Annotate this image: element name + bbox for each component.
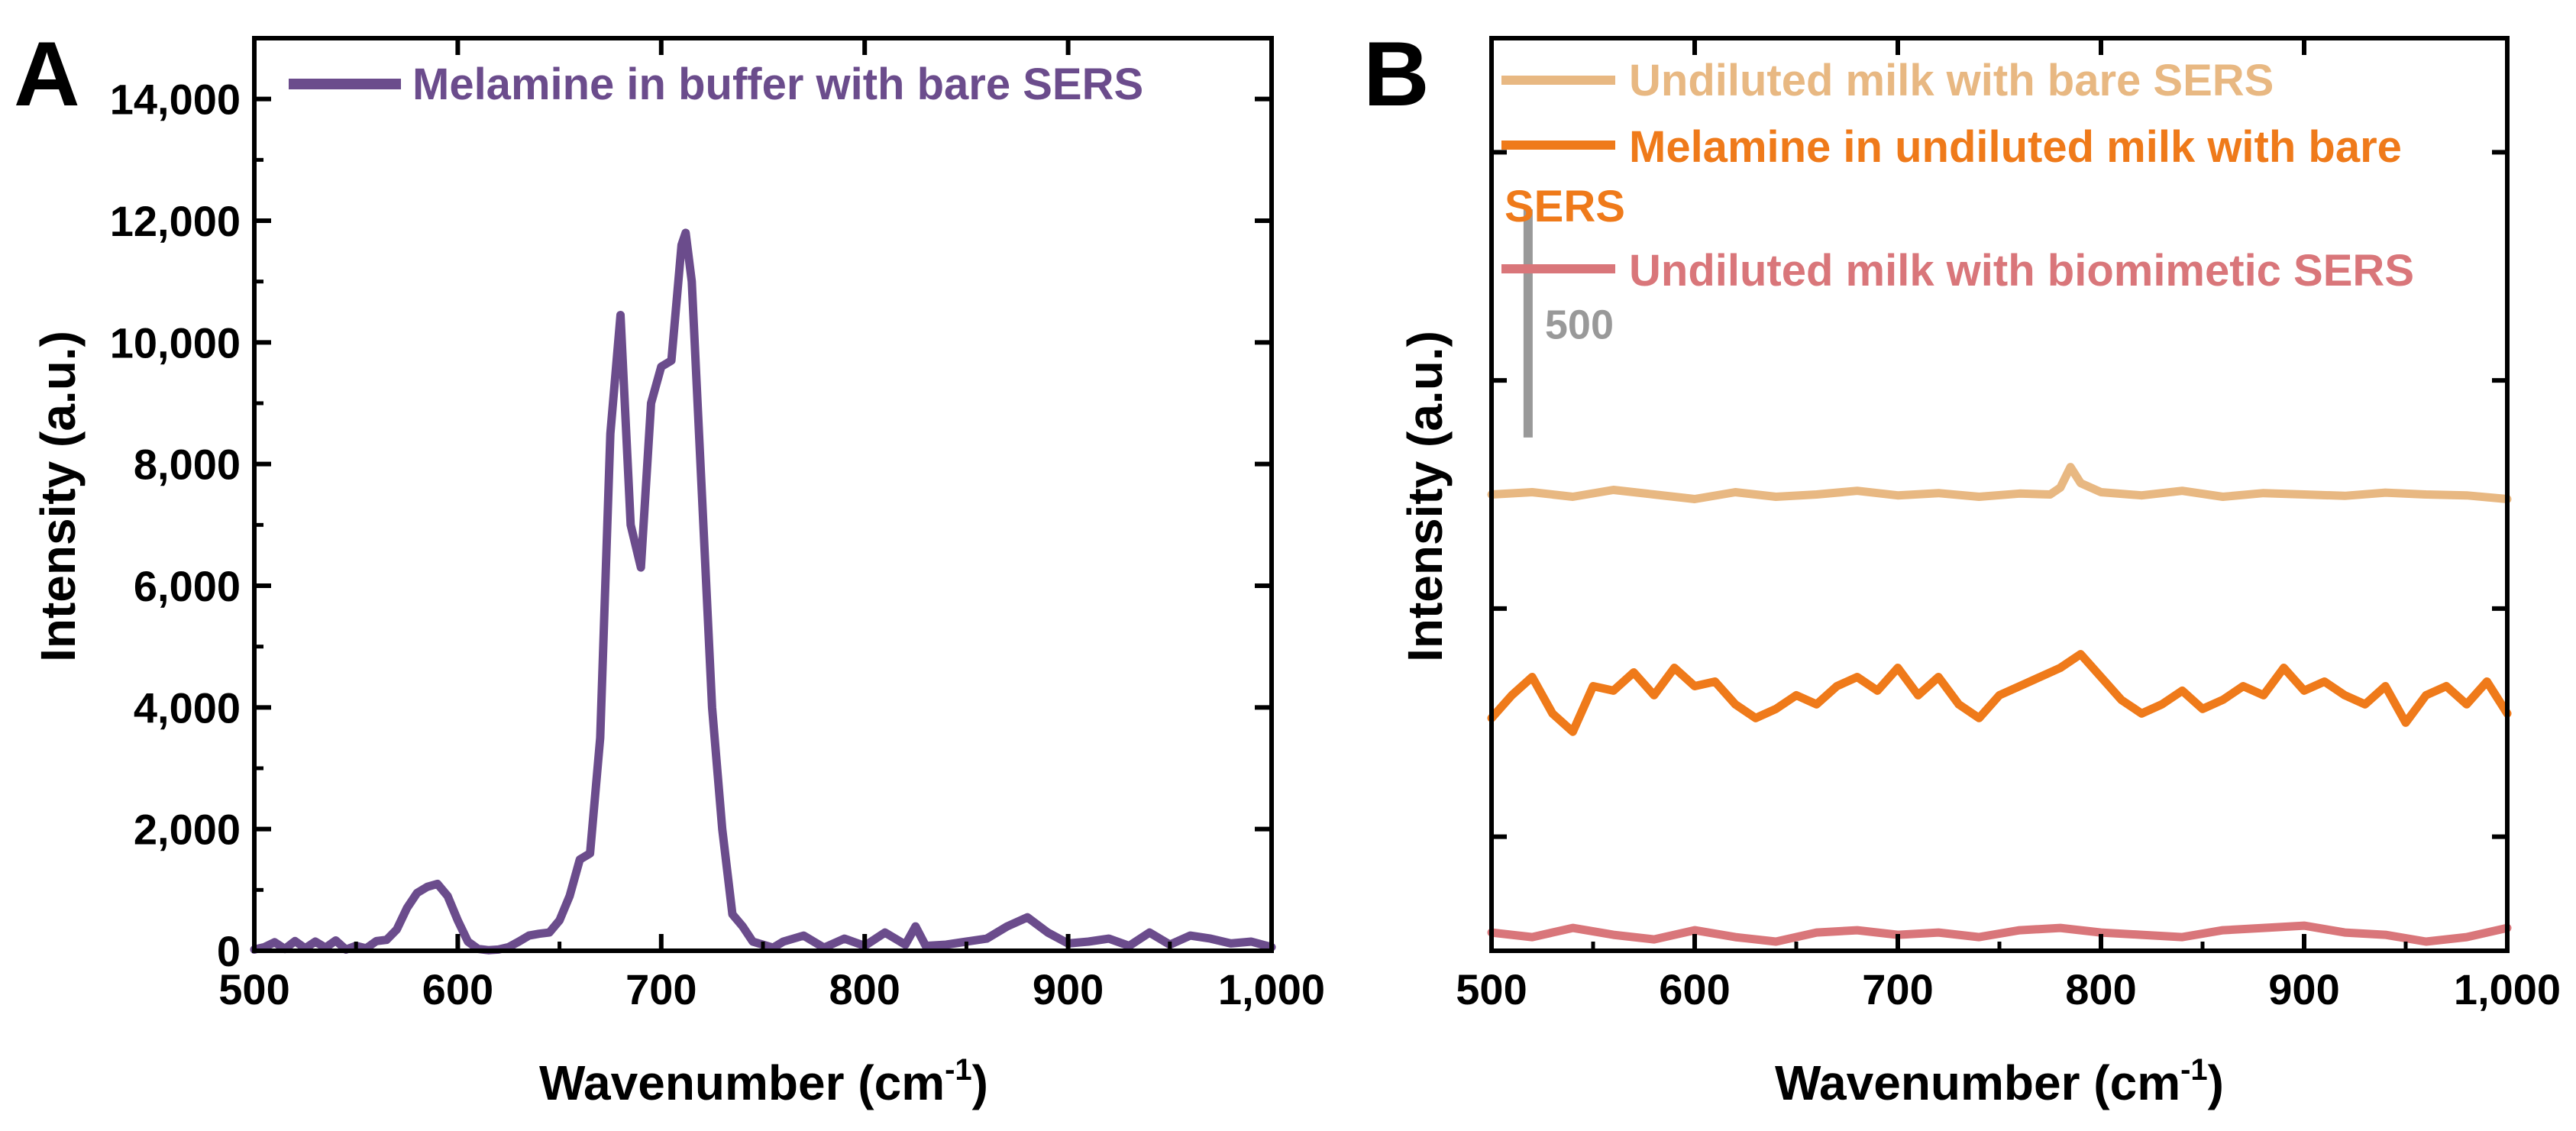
series-line-b-0	[1487, 463, 2512, 503]
x-tick-label-a-4: 900	[1033, 965, 1104, 1013]
x-tick-label-b-2: 700	[1862, 965, 1933, 1013]
legend-label-b-1-wrap: SERS	[1505, 182, 1625, 231]
y-tick-label-a-7: 14,000	[110, 76, 241, 124]
x-tick-label-a-1: 600	[422, 965, 493, 1013]
y-tick-label-a-0: 0	[217, 927, 241, 975]
legend-label-b-0: Undiluted milk with bare SERS	[1629, 56, 2274, 105]
scale-bar-label: 500	[1545, 302, 1614, 347]
panel-b: B 500 600 700 800 900 1,000 Wavenumber (cm-1)…	[1363, 23, 2561, 1110]
x-axis-label-b: Wavenumber (cm-1)	[1775, 1053, 2224, 1110]
y-axis-ticks-b	[1492, 150, 2507, 953]
x-tick-label-b-3: 800	[2065, 965, 2136, 1013]
y-tick-label-a-5: 10,000	[110, 318, 241, 367]
plot-area-b	[1487, 463, 2512, 946]
x-tick-label-a-5: 1,000	[1218, 965, 1325, 1013]
series-line-a-0	[250, 228, 1276, 955]
axes-frame-a	[252, 36, 1274, 953]
panel-label-a: A	[14, 23, 80, 125]
panel-a: A 500 600 700 800 900 1,000 0 2,000 4,000 6,000 8…	[14, 23, 1325, 1110]
x-tick-label-a-3: 800	[829, 965, 900, 1013]
y-tick-label-a-3: 6,000	[134, 562, 241, 610]
x-tick-label-b-4: 900	[2268, 965, 2339, 1013]
y-axis-ticks-a: 0 2,000 4,000 6,000 8,000 10,000 12,000 14,000	[110, 76, 1272, 975]
x-axis-ticks-a: 500 600 700 800 900 1,000	[218, 38, 1325, 1013]
legend-b: Undiluted milk with bare SERS Melamine i…	[1501, 56, 2414, 296]
panel-label-b: B	[1363, 23, 1430, 125]
y-tick-label-a-4: 8,000	[134, 441, 241, 489]
y-tick-label-a-6: 12,000	[110, 197, 241, 245]
x-tick-label-b-5: 1,000	[2454, 965, 2561, 1013]
x-axis-ticks-b: 500 600 700 800 900 1,000	[1456, 38, 2561, 1013]
y-tick-label-a-2: 4,000	[134, 683, 241, 732]
y-tick-label-a-1: 2,000	[134, 806, 241, 854]
x-tick-label-b-1: 600	[1659, 965, 1730, 1013]
legend-label-b-1: Melamine in undiluted milk with bare	[1629, 122, 2402, 172]
y-axis-label-b: Intensity (a.u.)	[1398, 331, 1453, 662]
scale-bar-b: 500	[1523, 209, 1614, 438]
series-line-b-2	[1487, 921, 2512, 946]
x-tick-label-a-0: 500	[218, 965, 289, 1013]
x-tick-label-a-2: 700	[625, 965, 697, 1013]
x-tick-label-b-0: 500	[1456, 965, 1527, 1013]
series-line-b-1	[1487, 650, 2512, 736]
legend-label-a-0: Melamine in buffer with bare SERS	[412, 60, 1143, 109]
legend-a: Melamine in buffer with bare SERS	[289, 60, 1143, 109]
plot-area-a	[250, 228, 1276, 955]
legend-label-b-2: Undiluted milk with biomimetic SERS	[1629, 246, 2414, 296]
x-axis-label-a: Wavenumber (cm-1)	[539, 1053, 988, 1110]
y-axis-label-a: Intensity (a.u.)	[31, 331, 86, 662]
